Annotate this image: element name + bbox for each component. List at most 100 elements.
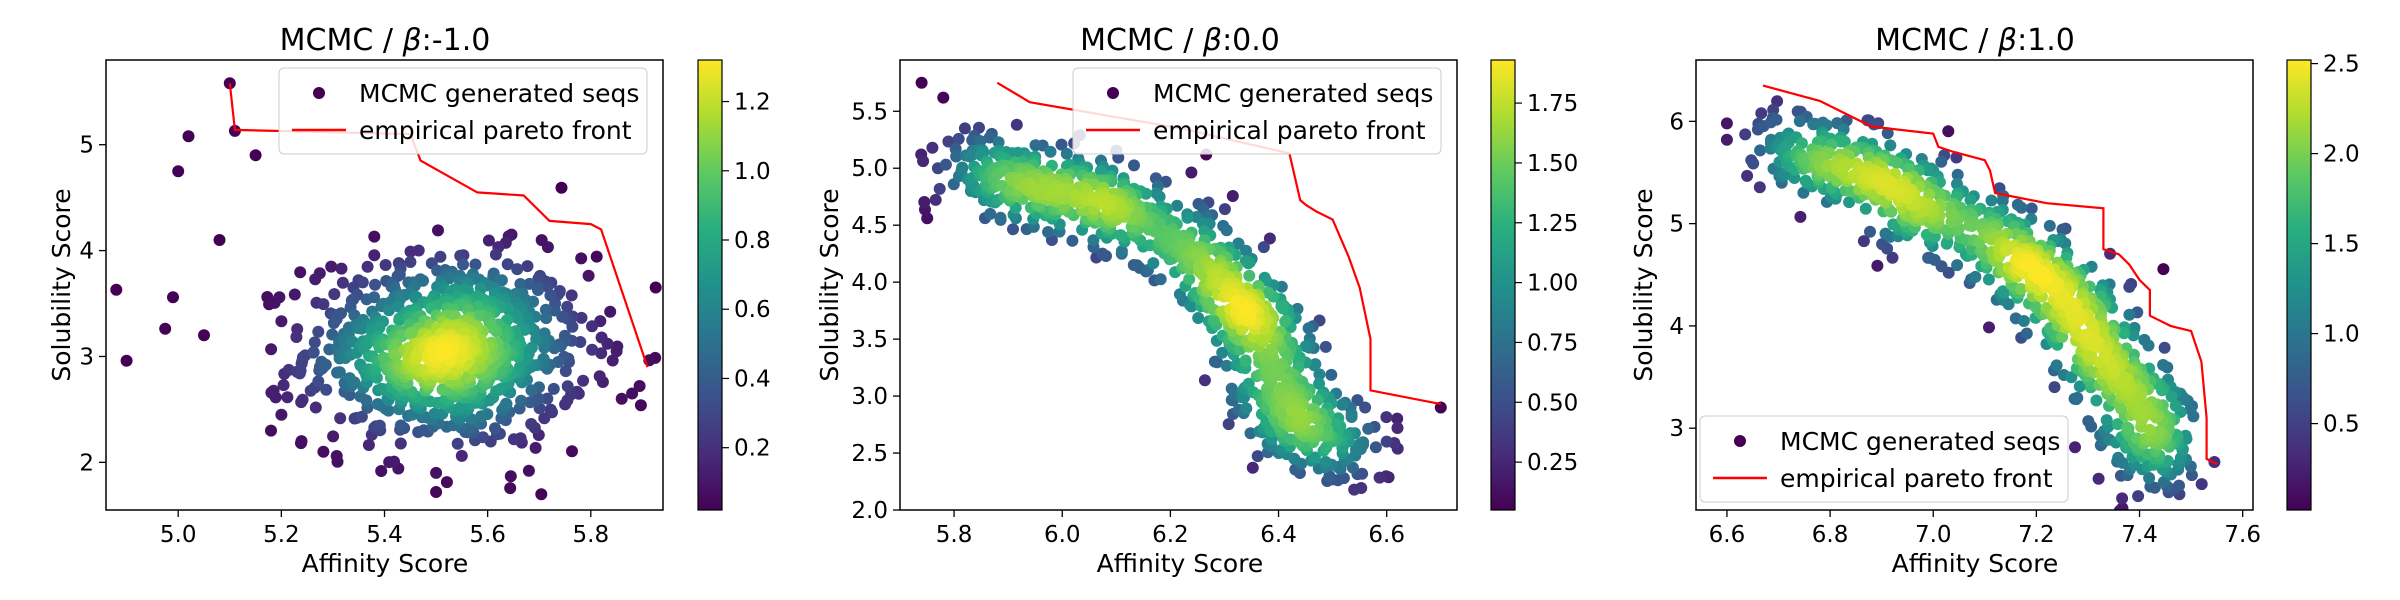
legend-marker-dot bbox=[1734, 435, 1746, 447]
scatter-point bbox=[582, 269, 595, 282]
scatter-point bbox=[1291, 411, 1304, 424]
scatter-point bbox=[1291, 302, 1304, 315]
scatter-point bbox=[307, 346, 320, 359]
scatter-point bbox=[368, 230, 381, 243]
scatter-point bbox=[281, 391, 294, 404]
scatter-point bbox=[294, 266, 307, 279]
colorbar-tick-label: 1.75 bbox=[1527, 91, 1578, 117]
legend-box bbox=[1072, 67, 1442, 155]
scatter-point bbox=[504, 470, 517, 483]
scatter-point bbox=[120, 354, 133, 367]
scatter-point bbox=[2153, 425, 2166, 438]
scatter-point bbox=[1741, 169, 1754, 182]
scatter-point bbox=[2082, 328, 2095, 341]
scatter-point bbox=[1886, 251, 1899, 264]
panel-1: MCMC / β:-1.0 5.0 5.2 5.4 5.6 5.8 2 3 4 5 Affini… bbox=[47, 23, 771, 578]
scatter-point bbox=[1220, 224, 1233, 237]
colorbar-tick-label: 0.5 bbox=[2323, 412, 2360, 438]
scatter-point bbox=[1362, 422, 1375, 435]
scatter-point bbox=[172, 165, 185, 178]
scatter-point bbox=[405, 327, 418, 340]
scatter-points bbox=[110, 77, 662, 541]
scatter-point bbox=[360, 394, 373, 407]
legend-label-pareto: empirical pareto front bbox=[359, 116, 632, 145]
scatter-point bbox=[1263, 232, 1276, 245]
scatter-point bbox=[356, 276, 369, 289]
scatter-point bbox=[575, 311, 588, 324]
legend-label-scatter: MCMC generated seqs bbox=[1153, 79, 1433, 108]
scatter-point bbox=[1319, 340, 1332, 353]
scatter-point bbox=[1380, 435, 1393, 448]
plot-area: 6.6 6.8 7.0 7.2 7.4 7.6 3 4 5 6 bbox=[1669, 59, 2261, 548]
scatter-point bbox=[482, 234, 495, 247]
scatter-point bbox=[1313, 377, 1326, 390]
scatter-point bbox=[917, 155, 930, 168]
scatter-point bbox=[555, 181, 568, 194]
scatter-point bbox=[1185, 166, 1198, 179]
scatter-point bbox=[1096, 247, 1109, 260]
x-tick-label: 6.0 bbox=[1044, 522, 1081, 548]
scatter-point bbox=[312, 325, 325, 338]
scatter-point bbox=[1923, 188, 1936, 201]
x-tick-label: 6.8 bbox=[1812, 522, 1849, 548]
scatter-point bbox=[586, 320, 598, 333]
scatter-point bbox=[1308, 451, 1321, 464]
scatter-point bbox=[915, 76, 928, 89]
scatter-point bbox=[956, 162, 969, 175]
x-tick-label: 5.8 bbox=[573, 522, 610, 548]
scatter-point bbox=[1964, 194, 1977, 207]
x-tick-label: 7.6 bbox=[2224, 522, 2261, 548]
colorbar: 0.5 1.0 1.5 2.0 2.5 bbox=[2286, 52, 2360, 511]
scatter-point bbox=[2029, 300, 2042, 313]
plot-frame bbox=[1695, 59, 2254, 511]
x-tick-label: 6.2 bbox=[1152, 522, 1189, 548]
y-tick-label: 5 bbox=[79, 133, 94, 159]
scatter-point bbox=[394, 437, 407, 450]
scatter-point bbox=[515, 394, 528, 407]
scatter-point bbox=[319, 358, 332, 371]
scatter-point bbox=[2143, 423, 2156, 436]
scatter-point bbox=[1879, 227, 1892, 240]
scatter-point bbox=[489, 248, 502, 261]
scatter-point bbox=[1942, 125, 1955, 138]
scatter-point bbox=[1345, 411, 1358, 423]
scatter-point bbox=[595, 347, 608, 360]
scatter-point bbox=[992, 136, 1005, 149]
y-tick-label: 3 bbox=[1669, 416, 1684, 442]
scatter-point bbox=[1220, 359, 1233, 372]
scatter-point bbox=[2116, 492, 2129, 505]
scatter-point bbox=[361, 260, 374, 273]
x-tick-label: 5.8 bbox=[936, 522, 973, 548]
scatter-point bbox=[412, 244, 425, 257]
scatter-point bbox=[1797, 186, 1810, 199]
scatter-point bbox=[2112, 451, 2125, 464]
scatter-point bbox=[540, 312, 553, 325]
chart-title: MCMC / β:0.0 bbox=[1080, 23, 1280, 58]
scatter-point bbox=[1114, 229, 1127, 242]
scatter-point bbox=[511, 263, 524, 276]
scatter-point bbox=[524, 396, 537, 409]
scatter-point bbox=[1871, 259, 1884, 272]
scatter-point bbox=[634, 399, 647, 412]
scatter-point bbox=[1799, 174, 1812, 187]
scatter-point bbox=[1755, 107, 1768, 120]
x-axis-label: Affinity Score bbox=[302, 549, 469, 578]
scatter-point bbox=[626, 387, 639, 400]
y-tick-label: 5.0 bbox=[851, 156, 888, 182]
scatter-point bbox=[1739, 128, 1752, 141]
scatter-point bbox=[610, 345, 623, 358]
scatter-point bbox=[983, 131, 996, 144]
scatter-point bbox=[430, 486, 443, 498]
scatter-point bbox=[1923, 251, 1936, 264]
scatter-point bbox=[1299, 340, 1312, 353]
scatter-point bbox=[405, 529, 417, 541]
scatter-point bbox=[2116, 502, 2129, 510]
scatter-point bbox=[388, 455, 400, 468]
scatter-point bbox=[504, 482, 517, 495]
scatter-point bbox=[1279, 315, 1292, 328]
scatter-point bbox=[1066, 234, 1079, 247]
y-tick-label: 3 bbox=[79, 344, 94, 370]
scatter-point bbox=[1239, 255, 1252, 268]
scatter-point bbox=[561, 300, 574, 313]
scatter-point bbox=[1794, 210, 1807, 223]
